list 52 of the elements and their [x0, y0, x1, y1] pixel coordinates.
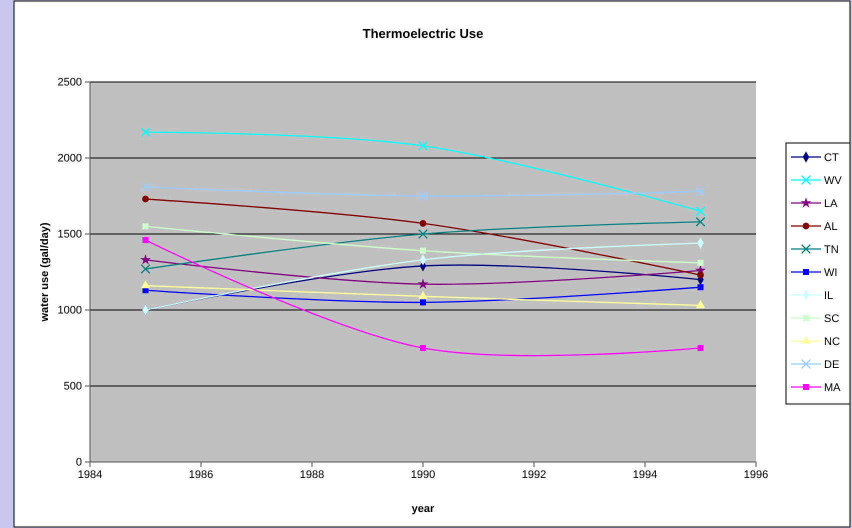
legend-label: DE [824, 359, 840, 371]
point [140, 254, 151, 264]
x-tick-label: 1986 [188, 468, 214, 481]
y-tick-label: 500 [64, 380, 82, 393]
point [420, 299, 426, 306]
legend-label: MA [824, 382, 842, 394]
point [142, 237, 148, 244]
point [420, 248, 426, 254]
point [698, 260, 704, 266]
legend-label: LA [824, 198, 838, 210]
legend-label: NC [824, 336, 840, 348]
point [140, 182, 150, 192]
chart-title: Thermoelectric Use [362, 26, 484, 41]
point [420, 220, 426, 227]
y-axis-title: water use (gal/day) [39, 222, 51, 323]
point [696, 216, 706, 227]
point [420, 345, 426, 351]
y-tick-label: 0 [76, 456, 82, 469]
y-tick-label: 2000 [58, 152, 82, 165]
point [696, 186, 706, 196]
point [142, 223, 148, 230]
x-tick-label: 1990 [410, 468, 436, 481]
point [697, 272, 704, 278]
point [698, 345, 704, 351]
legend-label: SC [824, 313, 840, 325]
y-tick-label: 1000 [58, 304, 82, 317]
legend-label: IL [824, 290, 834, 302]
legend-label: WI [824, 267, 838, 279]
point [140, 127, 150, 138]
point [418, 191, 428, 201]
point [696, 300, 706, 308]
legend-label: TN [824, 244, 839, 256]
point [140, 264, 150, 274]
point [418, 278, 428, 289]
x-tick-label: 1988 [300, 468, 324, 481]
legend-label: WV [824, 175, 842, 187]
x-axis-title: year [412, 503, 436, 515]
point [418, 291, 428, 299]
y-tick-label: 2500 [58, 76, 82, 89]
point [418, 140, 428, 151]
x-tick-label: 1992 [522, 468, 546, 481]
legend-label: CT [824, 152, 839, 164]
point [140, 280, 150, 288]
x-tick-label: 1984 [78, 468, 102, 481]
point [698, 284, 704, 290]
x-tick-label: 1994 [632, 468, 658, 481]
point [418, 229, 428, 239]
point [142, 196, 149, 202]
y-tick-label: 1500 [58, 228, 82, 241]
point [696, 206, 706, 216]
legend-label: AL [824, 221, 838, 233]
x-tick-label: 1996 [744, 468, 768, 481]
